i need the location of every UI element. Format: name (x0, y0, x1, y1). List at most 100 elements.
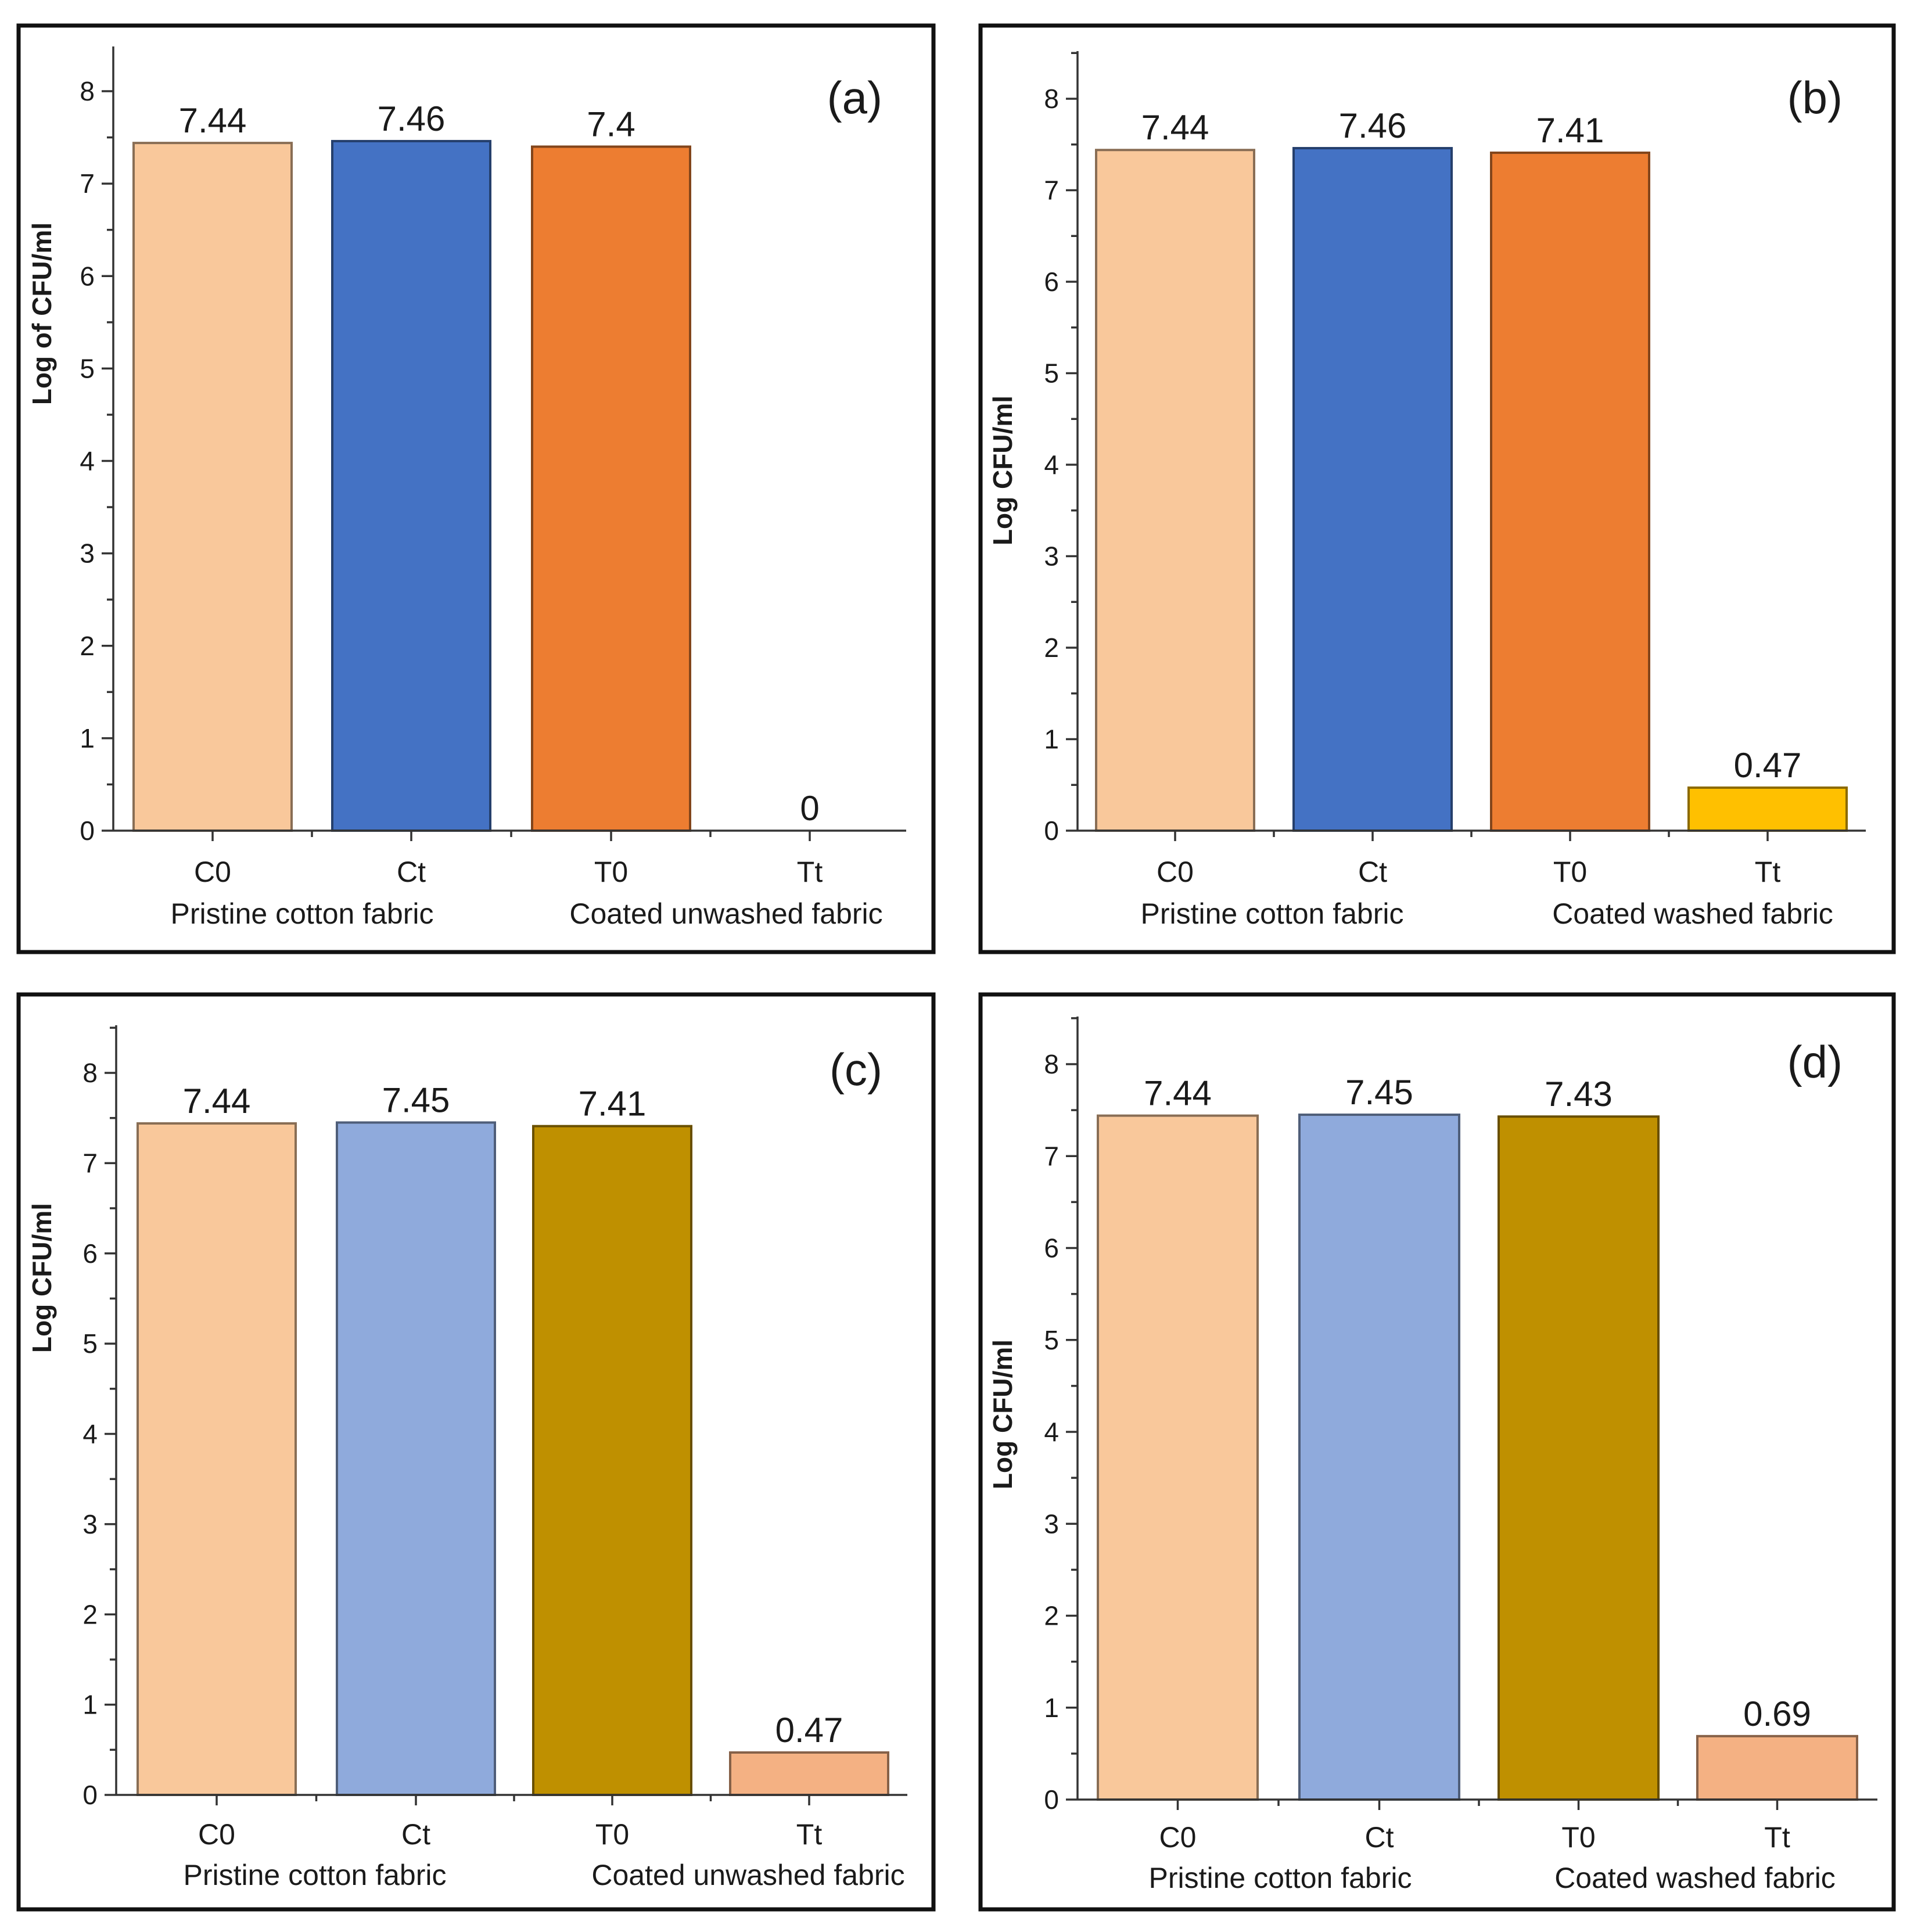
bar-c0 (132, 142, 293, 832)
y-tick-label: 7 (80, 168, 95, 199)
y-tick-label: 2 (1044, 633, 1059, 663)
bar-tt (729, 1751, 889, 1796)
value-label-tt: 0.69 (1743, 1694, 1811, 1733)
category-label-c0: C0 (1157, 856, 1194, 888)
y-tick-label: 4 (1044, 450, 1059, 480)
panel-c: 7.44 C0 7.45 Ct 7.41 T0 0.47 Tt 0 1 2 3 4 5 6 7 8 Pristin… (16, 992, 936, 1912)
group-label: Pristine cotton fabric (184, 1859, 447, 1891)
panel-b: 7.44 C0 7.46 Ct 7.41 T0 0.47 Tt 0 1 2 3 4 5 6 7 8 Pristin… (978, 23, 1896, 954)
bar-tt (1696, 1735, 1858, 1801)
y-tick-label: 8 (80, 76, 95, 106)
panel-label: (d) (1787, 1036, 1843, 1087)
y-axis-title: Log CFU/ml (987, 1340, 1018, 1489)
group-label: Coated washed fabric (1554, 1862, 1836, 1894)
group-label: Pristine cotton fabric (1141, 897, 1404, 930)
y-tick-label: 2 (80, 631, 95, 661)
y-tick-label: 6 (1044, 1233, 1059, 1263)
y-tick-label: 1 (80, 723, 95, 753)
y-tick-label: 4 (82, 1419, 98, 1449)
bar-c0 (1095, 149, 1255, 832)
group-label: Pristine cotton fabric (171, 897, 434, 930)
bar-t0 (531, 145, 691, 832)
value-label-ct: 7.45 (1345, 1073, 1413, 1112)
y-tick-label: 0 (80, 816, 95, 846)
y-tick-label: 7 (1044, 175, 1059, 206)
value-label-c0: 7.44 (183, 1082, 251, 1121)
y-tick-label: 6 (82, 1238, 98, 1269)
category-label-tt: Tt (1764, 1821, 1790, 1854)
category-label-tt: Tt (1755, 856, 1781, 888)
y-tick-label: 4 (1044, 1417, 1059, 1447)
y-tick-label: 3 (1044, 541, 1059, 572)
category-label-c0: C0 (198, 1818, 235, 1851)
category-label-tt: Tt (796, 1818, 823, 1851)
y-tick-label: 8 (82, 1058, 98, 1088)
category-label-ct: Ct (1365, 1821, 1394, 1854)
bar-t0 (1498, 1115, 1660, 1801)
y-tick-label: 3 (82, 1509, 98, 1539)
category-label-tt: Tt (797, 856, 823, 888)
value-label-tt: 0.47 (1734, 746, 1802, 785)
bar-ct (331, 139, 491, 832)
y-axis-title: Log of CFU/ml (27, 222, 57, 405)
category-label-ct: Ct (397, 856, 426, 888)
panel-d: 7.44 C0 7.45 Ct 7.43 T0 0.69 Tt 0 1 2 3 4 5 6 7 8 Pristin… (978, 992, 1896, 1912)
value-label-c0: 7.44 (1144, 1074, 1212, 1113)
panel-a: 7.44 C0 7.46 Ct 7.4 T0 0 Tt 0 1 2 3 4 5 6 7 8 Pristine co… (16, 23, 936, 954)
category-label-t0: T0 (595, 1818, 629, 1851)
bar-ct (1292, 147, 1453, 832)
y-tick-label: 0 (1044, 1784, 1059, 1815)
value-label-t0: 7.41 (1536, 111, 1604, 150)
category-label-t0: T0 (1553, 856, 1587, 888)
y-tick-label: 8 (1044, 1049, 1059, 1079)
y-tick-label: 6 (80, 261, 95, 291)
value-label-c0: 7.44 (1141, 108, 1209, 147)
value-label-ct: 7.46 (1339, 106, 1407, 145)
value-label-t0: 7.43 (1545, 1075, 1613, 1114)
y-tick-label: 4 (80, 446, 95, 476)
y-tick-label: 7 (82, 1148, 98, 1178)
y-tick-label: 5 (1044, 358, 1059, 389)
bar-c0 (1097, 1114, 1259, 1801)
bar-tt (1687, 786, 1848, 832)
y-tick-label: 3 (1044, 1509, 1059, 1539)
y-tick-label: 2 (1044, 1601, 1059, 1631)
panel-label: (b) (1787, 72, 1843, 123)
y-tick-label: 1 (1044, 724, 1059, 755)
bar-ct (1298, 1114, 1460, 1801)
panel-frame (16, 992, 936, 1912)
value-label-tt: 0 (800, 789, 819, 828)
group-label: Pristine cotton fabric (1149, 1862, 1412, 1894)
panel-frame (978, 992, 1896, 1912)
y-axis-title: Log CFU/ml (27, 1203, 57, 1353)
category-label-ct: Ct (1358, 856, 1387, 888)
group-label: Coated unwashed fabric (569, 897, 882, 930)
y-tick-label: 2 (82, 1599, 98, 1629)
value-label-t0: 7.4 (587, 105, 635, 143)
y-tick-label: 0 (82, 1780, 98, 1810)
panel-label: (a) (827, 72, 882, 123)
value-label-t0: 7.41 (579, 1084, 647, 1123)
category-label-t0: T0 (1561, 1821, 1595, 1854)
y-tick-label: 1 (82, 1690, 98, 1720)
value-label-ct: 7.46 (378, 99, 446, 138)
y-tick-label: 5 (1044, 1325, 1059, 1355)
y-tick-label: 0 (1044, 816, 1059, 846)
y-tick-label: 6 (1044, 267, 1059, 297)
bar-t0 (1490, 151, 1650, 832)
y-tick-label: 3 (80, 538, 95, 569)
y-tick-label: 5 (82, 1328, 98, 1359)
group-label: Coated washed fabric (1552, 897, 1833, 930)
y-tick-label: 1 (1044, 1693, 1059, 1723)
y-tick-label: 8 (1044, 84, 1059, 114)
panel-frame (978, 23, 1896, 954)
bar-t0 (532, 1125, 692, 1796)
category-label-ct: Ct (401, 1818, 430, 1851)
category-label-t0: T0 (594, 856, 628, 888)
category-label-c0: C0 (1159, 1821, 1197, 1854)
bar-ct (336, 1121, 496, 1796)
y-tick-label: 7 (1044, 1141, 1059, 1171)
group-label: Coated unwashed fabric (591, 1859, 904, 1891)
